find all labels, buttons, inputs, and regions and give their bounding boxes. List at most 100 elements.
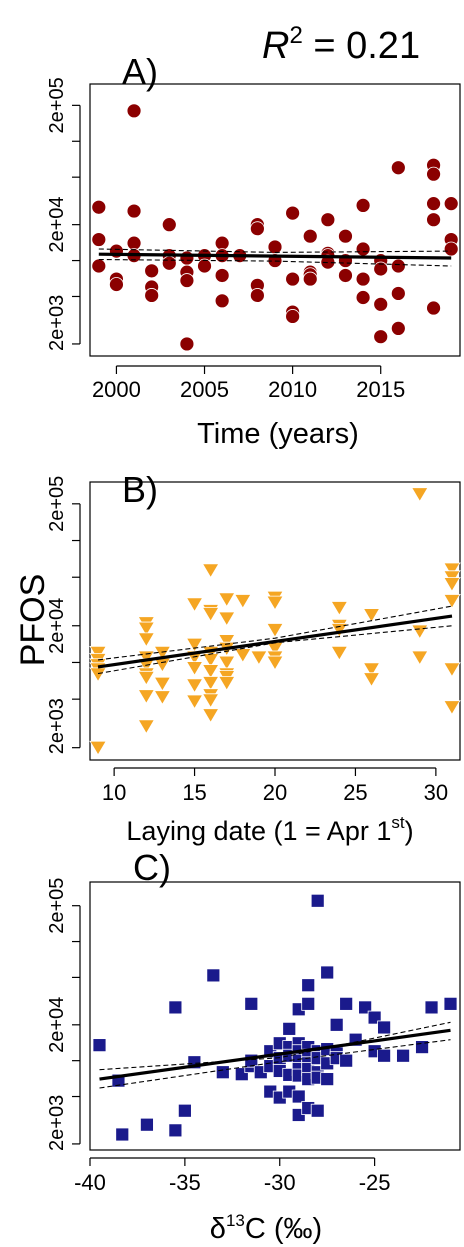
- panel-a-plot-frame: [89, 83, 461, 357]
- r2-exponent: 2: [289, 22, 302, 49]
- panel-b-point-25: [201, 563, 220, 579]
- r2-value: = 0.21: [303, 25, 420, 67]
- panel-b-point-57: [362, 662, 381, 678]
- panel-b-fit-line: [97, 614, 453, 669]
- panel-b-x-tick-label-1: 15: [182, 780, 206, 805]
- panel-b-point-23: [185, 678, 204, 694]
- panel-b-x-tick-label-3: 25: [343, 780, 367, 805]
- panel-b-point-56: [362, 608, 381, 623]
- panel-b-point-17: [153, 676, 172, 692]
- panel-a-x-tick-label-2: 2010: [268, 377, 317, 402]
- panel-b-point-44: [234, 648, 252, 664]
- panel-b-point-7: [137, 621, 156, 637]
- panel-c-point-8: [206, 968, 221, 983]
- panel-a-point-37: [302, 228, 318, 244]
- panel-b-point-22: [185, 661, 204, 677]
- panel-b-x-tick-label-0: 10: [102, 780, 126, 805]
- panel-c-label: C): [133, 847, 171, 888]
- panel-a-point-65: [443, 196, 459, 212]
- panel-a-point-41: [320, 212, 336, 228]
- panel-c-point-4: [168, 1123, 183, 1138]
- panel-c-points: [92, 893, 458, 1142]
- panel-b-point-36: [218, 611, 236, 627]
- panel-c: C) -40 -35 -30 -25 2e+03 2e+04 2e+05 δ13C (‰): [46, 847, 461, 1245]
- panel-a-point-45: [338, 228, 353, 244]
- panel-c-point-56: [339, 996, 354, 1011]
- panel-b-point-51: [266, 655, 284, 671]
- panel-c-plot-frame: [89, 881, 461, 1151]
- panel-c-point-49: [320, 965, 335, 980]
- panel-a-point-30: [249, 288, 265, 303]
- panel-b-point-35: [218, 592, 236, 608]
- panel-a-point-51: [355, 290, 371, 305]
- panel-b-x-tick-label-2: 20: [263, 780, 287, 805]
- panel-c-point-62: [377, 1020, 392, 1035]
- panel-b-point-18: [153, 690, 172, 706]
- panel-c-x-axis-label: δ13C (‰): [210, 1211, 322, 1245]
- panel-c-point-48: [310, 1103, 325, 1118]
- panel-b-point-31: [201, 676, 220, 691]
- panel-b-point-64: [443, 577, 461, 592]
- panel-c-point-67: [443, 996, 458, 1011]
- panel-a-point-1: [91, 232, 107, 247]
- panel-b-point-24: [185, 694, 204, 710]
- panel-a-point-2: [91, 258, 107, 274]
- panel-a-point-13: [161, 217, 177, 233]
- r2-annotation: R2 = 0.21: [262, 22, 420, 67]
- panel-c-curves: [99, 1021, 451, 1089]
- panel-b-point-8: [137, 632, 156, 648]
- panel-c-point-22: [282, 1021, 297, 1036]
- panel-a-point-25: [214, 293, 230, 309]
- panel-b-point-61: [411, 650, 429, 666]
- panel-a-curves: [98, 248, 452, 267]
- panel-a-axes: 2000 2005 2010 2015 2e+03 2e+04 2e+05: [46, 77, 405, 402]
- panel-b-point-67: [443, 700, 461, 716]
- panel-b-point-62: [443, 562, 461, 578]
- panel-c-point-6: [177, 1103, 192, 1118]
- y-axis-label: PFOS: [14, 574, 52, 667]
- panel-a-x-tick-label-0: 2000: [92, 377, 141, 402]
- panel-a-point-61: [426, 166, 441, 182]
- panel-a-point-58: [390, 286, 406, 301]
- panel-b-point-48: [266, 623, 284, 638]
- panel-a-point-33: [285, 205, 301, 221]
- panel-b-point-33: [201, 693, 220, 709]
- panel-c-point-2: [115, 1127, 130, 1142]
- panel-a-x-axis-label: Time (years): [197, 418, 359, 450]
- panel-a-point-12: [144, 288, 160, 303]
- panel-a-label: A): [122, 51, 158, 92]
- panel-a-x-tick-label-3: 2015: [356, 377, 405, 402]
- panel-b-point-5: [89, 740, 107, 756]
- panel-b-point-42: [218, 676, 236, 691]
- panel-c-ci-lower: [99, 1039, 451, 1089]
- panel-a-point-6: [126, 103, 142, 119]
- panel-a-point-63: [426, 212, 441, 228]
- panel-b-point-30: [201, 664, 220, 680]
- panel-b-point-16: [153, 657, 172, 673]
- panel-b-point-12: [137, 670, 156, 686]
- panel-a-point-40: [302, 271, 318, 287]
- panel-a-point-7: [126, 203, 142, 219]
- panel-c-y-tick-label-0: 2e+03: [46, 1095, 68, 1151]
- panel-b-point-43: [234, 594, 252, 609]
- panel-a-point-0: [91, 199, 107, 215]
- panel-a-point-18: [179, 273, 195, 288]
- panel-b-point-37: [218, 634, 236, 649]
- panel-a-points: [91, 103, 459, 352]
- panel-a-point-15: [161, 255, 177, 271]
- panel-b-point-59: [411, 487, 429, 503]
- panel-a-point-54: [373, 296, 389, 312]
- panel-a-point-62: [426, 196, 441, 212]
- panel-b-point-58: [362, 672, 381, 688]
- panel-b-label: B): [122, 469, 158, 510]
- panel-a-point-53: [373, 261, 389, 277]
- panel-a-point-57: [390, 258, 406, 274]
- panel-a-point-56: [390, 160, 406, 176]
- panel-b-x-axis-label: Laying date (1 = Apr 1st): [126, 813, 413, 846]
- panel-b-point-60: [411, 624, 429, 640]
- panel-a-y-tick-label-0: 2e+03: [46, 295, 68, 351]
- panel-b-point-4: [89, 667, 107, 683]
- panel-a-point-47: [338, 268, 353, 283]
- panel-a-point-19: [179, 336, 195, 352]
